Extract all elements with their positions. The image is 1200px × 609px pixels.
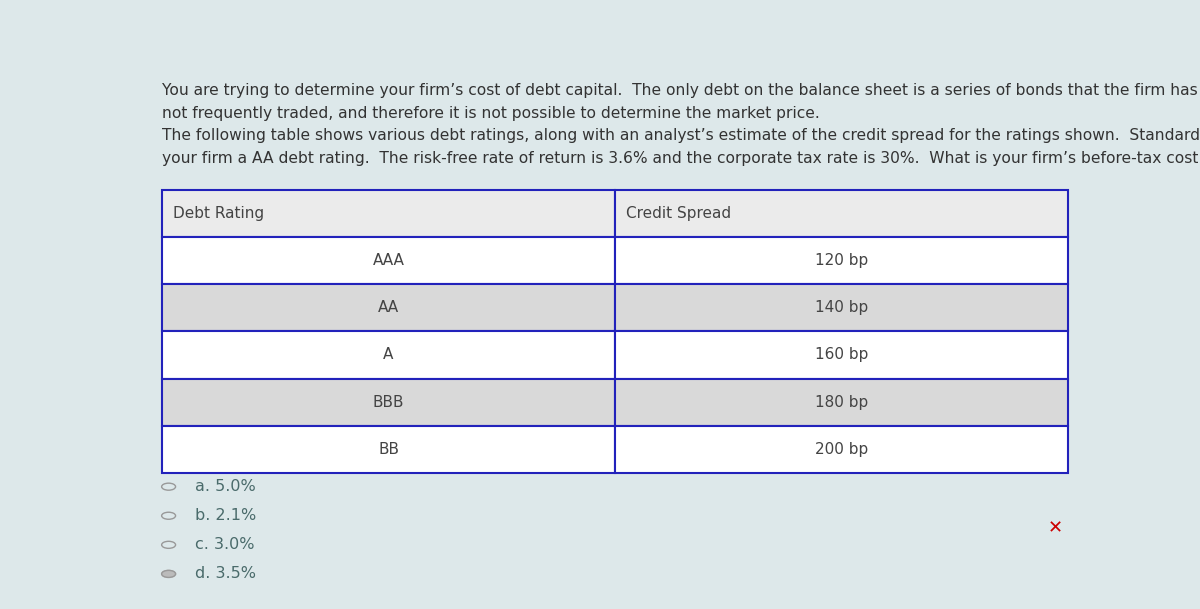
Circle shape bbox=[162, 541, 175, 548]
Text: 200 bp: 200 bp bbox=[815, 442, 868, 457]
Circle shape bbox=[162, 483, 175, 490]
FancyBboxPatch shape bbox=[616, 379, 1068, 426]
Text: c. 3.0%: c. 3.0% bbox=[194, 537, 254, 552]
Text: You are trying to determine your firm’s cost of debt capital.  The only debt on : You are trying to determine your firm’s … bbox=[162, 83, 1200, 121]
FancyBboxPatch shape bbox=[162, 238, 616, 284]
Text: The following table shows various debt ratings, along with an analyst’s estimate: The following table shows various debt r… bbox=[162, 128, 1200, 166]
Text: AAA: AAA bbox=[373, 253, 404, 269]
FancyBboxPatch shape bbox=[616, 190, 1068, 238]
Text: Credit Spread: Credit Spread bbox=[626, 206, 731, 221]
FancyBboxPatch shape bbox=[616, 331, 1068, 379]
Text: 180 bp: 180 bp bbox=[815, 395, 868, 409]
FancyBboxPatch shape bbox=[162, 426, 616, 473]
FancyBboxPatch shape bbox=[616, 284, 1068, 331]
FancyBboxPatch shape bbox=[162, 284, 616, 331]
FancyBboxPatch shape bbox=[162, 190, 616, 238]
Text: 140 bp: 140 bp bbox=[815, 300, 868, 315]
Text: a. 5.0%: a. 5.0% bbox=[194, 479, 256, 494]
Text: BB: BB bbox=[378, 442, 400, 457]
FancyBboxPatch shape bbox=[616, 238, 1068, 284]
Text: b. 2.1%: b. 2.1% bbox=[194, 509, 256, 523]
Text: ✕: ✕ bbox=[1048, 519, 1063, 537]
Circle shape bbox=[162, 512, 175, 519]
Text: d. 3.5%: d. 3.5% bbox=[194, 566, 256, 582]
FancyBboxPatch shape bbox=[616, 426, 1068, 473]
Text: 120 bp: 120 bp bbox=[815, 253, 868, 269]
Text: AA: AA bbox=[378, 300, 400, 315]
Text: Debt Rating: Debt Rating bbox=[173, 206, 264, 221]
FancyBboxPatch shape bbox=[162, 331, 616, 379]
Text: A: A bbox=[383, 348, 394, 362]
Circle shape bbox=[162, 571, 175, 577]
Text: BBB: BBB bbox=[373, 395, 404, 409]
FancyBboxPatch shape bbox=[162, 379, 616, 426]
Text: 160 bp: 160 bp bbox=[815, 348, 868, 362]
